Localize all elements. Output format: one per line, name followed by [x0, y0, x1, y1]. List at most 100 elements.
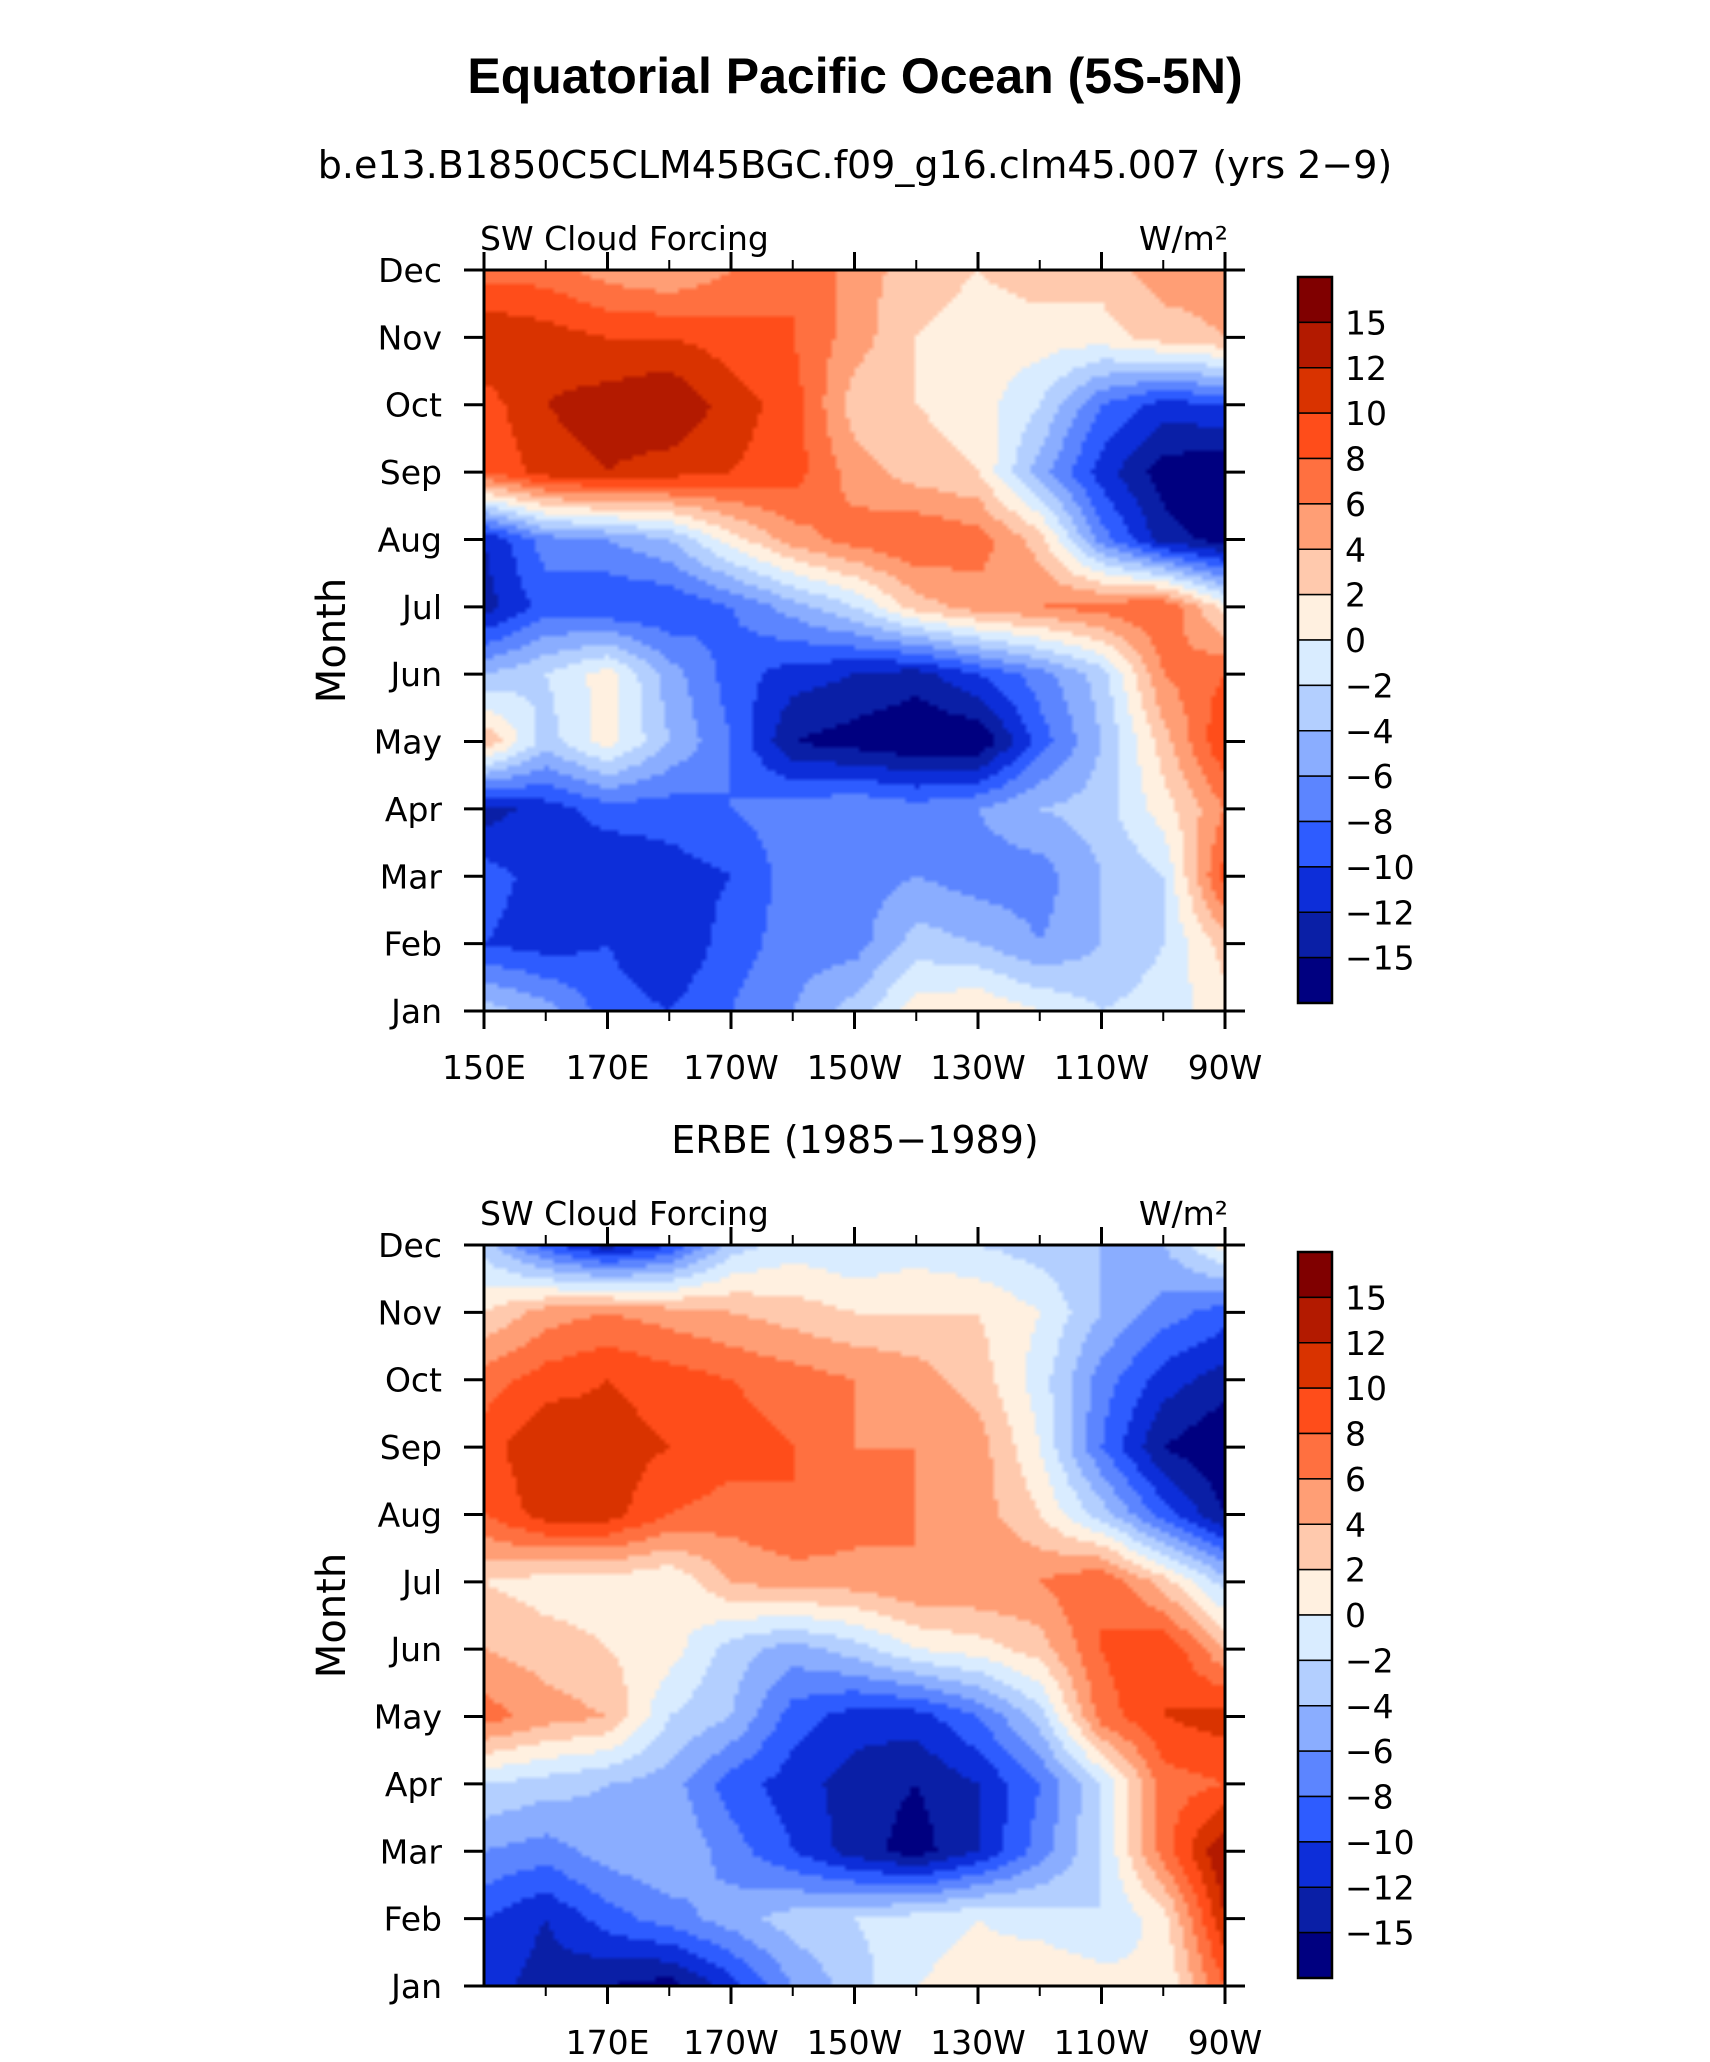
panel-0-colorbar-swatch	[1297, 820, 1333, 868]
panel-1-xlabel-4: 110W	[1054, 2023, 1150, 2062]
panel-1-colorbar-swatch	[1297, 1342, 1333, 1389]
panel-1-month-oct: Oct	[385, 1361, 442, 1400]
panel-0-xlabel-1: 170E	[566, 1048, 650, 1087]
panel-1-month-jun: Jun	[388, 1630, 442, 1669]
panel-0-xlabel-3: 150W	[807, 1048, 903, 1087]
panel-1-units: W/m²	[1139, 1194, 1228, 1233]
panel-1-colorbar-label: 10	[1345, 1369, 1387, 1408]
panel-0-colorbar-swatch	[1297, 775, 1333, 823]
panel-1-colorbar-label: 15	[1345, 1278, 1387, 1317]
panel-0-contour-field	[484, 270, 1225, 1011]
panel-0-colorbar-swatch	[1297, 276, 1333, 324]
panel-0-month-dec: Dec	[378, 251, 442, 290]
panel-1-colorbar-label: −15	[1345, 1914, 1415, 1953]
panel-0-colorbar-label: 8	[1345, 440, 1366, 479]
panel-1-colorbar-swatch	[1297, 1296, 1333, 1344]
panel-1-colorbar-swatch	[1297, 1659, 1333, 1707]
panel-0-colorbar-frame	[1296, 275, 1334, 1005]
panel-1-colorbar-swatch	[1297, 1841, 1333, 1888]
panel-1-colorbar-swatch	[1297, 1478, 1333, 1525]
panel-1-xlabel-5: 90W	[1188, 2023, 1263, 2062]
panel-1-ylabel: Month	[309, 1553, 355, 1678]
panel-1-month-nov: Nov	[378, 1293, 442, 1332]
panel-1-colorbar-swatch	[1297, 1523, 1333, 1571]
panel-1-month-jul: Jul	[400, 1563, 442, 1602]
panel-0-colorbar-label: 0	[1345, 621, 1366, 660]
panel-0-colorbar-label: 15	[1345, 303, 1387, 342]
panel-0-colorbar-label: −8	[1345, 803, 1394, 842]
panel-1-month-apr: Apr	[385, 1765, 443, 1804]
panel-1-colorbar-label: −6	[1345, 1732, 1394, 1771]
panel-0-colorbar-label: −10	[1345, 848, 1415, 887]
panel-1-colorbar-swatch	[1297, 1931, 1333, 1979]
panel-0-month-may: May	[374, 723, 442, 762]
panel-0-xlabel-0: 150E	[442, 1048, 526, 1087]
panel-0-colorbar-label: 6	[1345, 485, 1366, 524]
panel-1-month-aug: Aug	[378, 1495, 442, 1534]
panel-1-colorbar-swatch	[1297, 1568, 1333, 1616]
panel-0-subtitle: b.e13.B1850C5CLM45BGC.f09_g16.clm45.007 …	[318, 143, 1392, 187]
panel-1-colorbar-swatch	[1297, 1795, 1333, 1843]
panel-0-month-jan: Jan	[389, 992, 442, 1031]
panel-0-xlabel-6: 90W	[1188, 1048, 1263, 1087]
panel-1-xlabel-1: 170W	[683, 2023, 779, 2062]
panel-1-month-mar: Mar	[380, 1832, 443, 1871]
panel-0-colorbar-label: −6	[1345, 757, 1394, 796]
panel-0-colorbar-label: 2	[1345, 576, 1366, 615]
panel-0-left-string: SW Cloud Forcing	[480, 219, 769, 258]
panel-0-ylabel: Month	[309, 578, 355, 703]
panel-1-subtitle: ERBE (1985−1989)	[671, 1118, 1038, 1162]
panel-0-month-nov: Nov	[378, 318, 442, 357]
panel-0-colorbar-swatch	[1297, 412, 1333, 460]
panel-1-colorbar-label: 2	[1345, 1551, 1366, 1590]
panel-0-month-sep: Sep	[380, 453, 442, 492]
panel-1-colorbar-label: −10	[1345, 1823, 1415, 1862]
panel-1-xlabel-2: 150W	[807, 2023, 903, 2062]
panel-0-colorbar-label: 10	[1345, 394, 1387, 433]
panel-0-month-oct: Oct	[385, 386, 442, 425]
panel-1-colorbar-swatch	[1297, 1705, 1333, 1752]
panel-0-colorbar-swatch	[1297, 367, 1333, 414]
panel-1-colorbar-label: 8	[1345, 1415, 1366, 1454]
panel-0-month-mar: Mar	[380, 857, 443, 896]
panel-0-colorbar-swatch	[1297, 730, 1333, 777]
panel-1-month-dec: Dec	[378, 1226, 442, 1265]
panel-1-xlabel-0: 170E	[566, 2023, 650, 2062]
panel-1-colorbar-label: 0	[1345, 1596, 1366, 1635]
panel-1-colorbar-swatch	[1297, 1387, 1333, 1435]
panel-0-colorbar-swatch	[1297, 866, 1333, 913]
panel-1-colorbar-label: 6	[1345, 1460, 1366, 1499]
panel-1-colorbar-label: 12	[1345, 1324, 1387, 1363]
panel-0-colorbar-label: −2	[1345, 666, 1394, 705]
panel-0-xlabel-2: 170W	[683, 1048, 779, 1087]
panel-1-month-may: May	[374, 1698, 442, 1737]
panel-0-month-feb: Feb	[384, 925, 442, 964]
panel-1-colorbar-swatch	[1297, 1750, 1333, 1798]
panel-0-colorbar-label: −15	[1345, 939, 1415, 978]
panel-0-colorbar-swatch	[1297, 911, 1333, 959]
panel-0-colorbar-swatch	[1297, 956, 1333, 1004]
panel-1-colorbar-swatch	[1297, 1886, 1333, 1934]
panel-1-colorbar-swatch	[1297, 1251, 1333, 1299]
panel-1-colorbar-label: −12	[1345, 1868, 1415, 1907]
panel-1-colorbar-swatch	[1297, 1614, 1333, 1662]
main-title: Equatorial Pacific Ocean (5S-5N)	[467, 48, 1242, 104]
panel-0-colorbar-swatch	[1297, 548, 1333, 596]
panel-0-month-aug: Aug	[378, 520, 442, 559]
panel-1-colorbar-swatch	[1297, 1432, 1333, 1480]
panel-0-colorbar-label: 12	[1345, 349, 1387, 388]
panel-1-colorbar-label: −8	[1345, 1778, 1394, 1817]
panel-1-colorbar-label: −4	[1345, 1687, 1394, 1726]
panel-0-colorbar-swatch	[1297, 684, 1333, 732]
panel-0-colorbar-swatch	[1297, 639, 1333, 687]
panel-0-colorbar-swatch	[1297, 457, 1333, 505]
panel-0-month-jul: Jul	[400, 588, 442, 627]
panel-1-month-jan: Jan	[389, 1967, 442, 2006]
panel-0-colorbar-label: −4	[1345, 712, 1394, 751]
panel-1-month-feb: Feb	[384, 1900, 442, 1939]
panel-1-colorbar-label: −2	[1345, 1641, 1394, 1680]
panel-0-xlabel-5: 110W	[1054, 1048, 1150, 1087]
panel-0-colorbar-swatch	[1297, 593, 1333, 641]
